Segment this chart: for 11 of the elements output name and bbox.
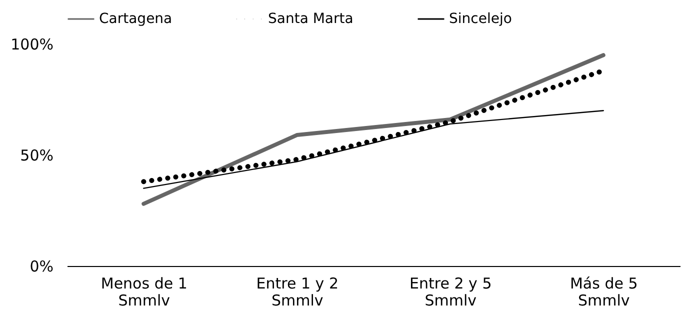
x-tick-label: Menos de 1 Smmlv (100, 274, 188, 310)
x-tick-label: Entre 2 y 5 Smmlv (410, 274, 492, 310)
legend-label: Cartagena (99, 11, 172, 27)
y-tick-label: 0% (30, 258, 54, 276)
y-tick-label: 50% (20, 146, 54, 164)
legend-label: Sincelejo (449, 11, 512, 27)
legend-label: Santa Marta (268, 11, 354, 27)
x-tick-label: Entre 1 y 2 Smmlv (256, 274, 338, 310)
y-tick-label: 100% (10, 36, 54, 54)
x-tick-label: Más de 5 Smmlv (570, 274, 638, 310)
line-series (142, 53, 606, 206)
